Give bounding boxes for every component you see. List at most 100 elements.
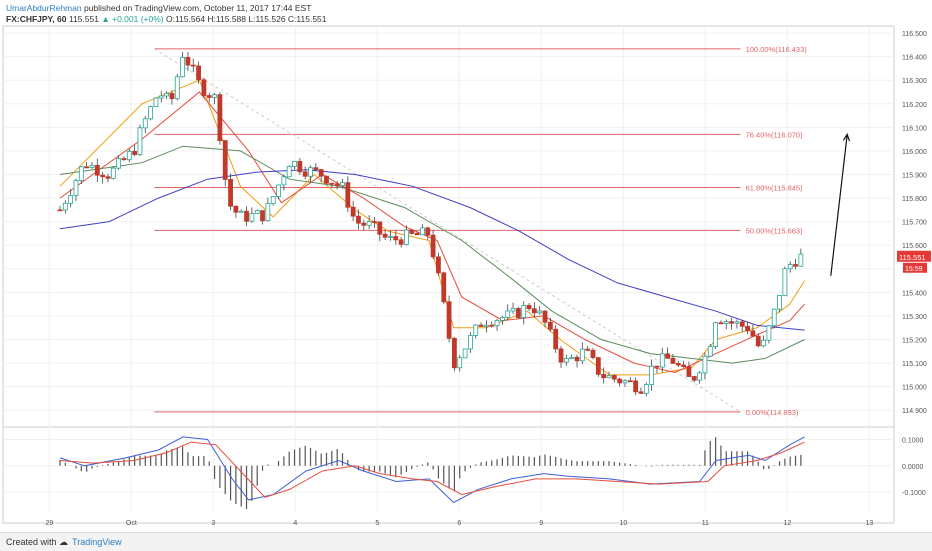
candle-body: [766, 325, 772, 341]
candle-body: [723, 321, 729, 324]
fib-level-label: 76.40%(116.070): [746, 130, 803, 139]
candle-body: [563, 358, 569, 363]
candle-body: [420, 227, 425, 236]
candle-body: [452, 337, 457, 369]
price-tick-label: 116.400: [902, 55, 927, 62]
fib-level-label: 61.80%(115.845): [746, 183, 803, 192]
candlesticks: [57, 51, 804, 397]
candle-body: [116, 158, 122, 169]
candle-body: [180, 56, 185, 78]
author-link[interactable]: UmarAbdurRehman: [6, 3, 82, 13]
candle-body: [569, 356, 575, 359]
footer: Created with ☁ TradingView: [0, 532, 932, 551]
time-axis[interactable]: 29 Oct 3 4 5 6 9 10 11 12 13: [45, 520, 873, 527]
candle-body: [404, 229, 409, 245]
candle-body: [489, 324, 495, 327]
fibonacci-retracement[interactable]: 100.00%(116.433) 76.40%(116.070) 61.80%(11…: [154, 45, 807, 417]
price-tick-label: 116.500: [902, 31, 927, 38]
price-tick-label: 115.900: [902, 173, 927, 180]
candle-body: [670, 357, 676, 364]
price-tick-label: 115.600: [902, 243, 927, 250]
price-axis[interactable]: 116.500 116.400 116.300 116.200 116.100 116.0…: [897, 31, 931, 497]
candle-body: [473, 324, 479, 336]
candle-body: [606, 375, 612, 379]
candle-body: [265, 203, 271, 222]
candle-body: [153, 97, 159, 108]
candle-body: [196, 65, 201, 81]
time-tick-label: 12: [783, 520, 791, 527]
candle-body: [169, 93, 175, 100]
candle-body: [675, 363, 681, 366]
candle-body: [617, 378, 623, 384]
candle-body: [142, 118, 148, 129]
candle-body: [228, 179, 233, 207]
candle-body: [659, 353, 665, 368]
candle-body: [468, 335, 473, 350]
candle-body: [78, 166, 84, 181]
candle-body: [137, 127, 143, 155]
price-tick-label: 115.000: [902, 385, 927, 392]
candle-body: [340, 182, 345, 186]
candle-body: [372, 221, 377, 223]
candle-body: [174, 76, 180, 100]
candle-body: [787, 264, 793, 270]
candle-body: [105, 176, 111, 179]
macd-line: [59, 441, 805, 498]
candle-body: [483, 324, 489, 327]
candle-body: [441, 272, 447, 303]
candle-body: [164, 93, 170, 97]
time-tick-label: Oct: [126, 520, 137, 527]
candle-body: [585, 348, 591, 351]
candle-body: [686, 366, 692, 377]
chart-header: UmarAbdurRehman published on TradingView…: [6, 3, 327, 25]
candle-body: [94, 164, 100, 176]
candle-body: [222, 140, 228, 180]
candle-body: [185, 56, 191, 66]
candle-body: [121, 158, 127, 161]
candle-body: [558, 348, 564, 363]
candle-body: [777, 295, 782, 310]
price-tick-label: 115.700: [902, 220, 927, 227]
candle-body: [436, 256, 441, 274]
candle-body: [739, 321, 745, 327]
candle-body: [499, 317, 505, 321]
candle-body: [771, 308, 777, 327]
candle-body: [681, 364, 687, 368]
candle-body: [627, 380, 633, 383]
candle-body: [595, 357, 601, 375]
chart-canvas[interactable]: 100.00%(116.433) 76.40%(116.070) 61.80%(11…: [0, 0, 932, 532]
tradingview-logo[interactable]: TradingView: [72, 537, 122, 547]
moving-average-line: [59, 145, 805, 364]
price-tick-label: 115.100: [902, 361, 927, 368]
candle-body: [281, 176, 287, 186]
candle-body: [611, 375, 617, 380]
candle-body: [190, 64, 196, 67]
ohlc-values: O:115.564 H:115.588 L:115.526 C:115.551: [165, 14, 327, 24]
candle-body: [356, 215, 361, 224]
candle-body: [547, 321, 553, 330]
last-price-marker: [897, 250, 931, 262]
candle-body: [590, 349, 596, 358]
candle-body: [665, 353, 671, 359]
candle-body: [366, 221, 372, 226]
candle-body: [286, 165, 292, 178]
candle-body: [409, 229, 415, 234]
price-tick-label: 114.900: [902, 408, 927, 415]
fib-trend-line: [154, 48, 741, 413]
macd-indicator: [59, 436, 805, 510]
annotations[interactable]: [830, 133, 851, 276]
candle-body: [745, 325, 750, 332]
time-tick-label: 11: [702, 520, 709, 527]
candle-body: [57, 209, 63, 212]
candle-body: [73, 180, 79, 196]
candle-body: [633, 380, 639, 393]
candle-body: [238, 210, 244, 213]
candle-body: [308, 167, 313, 177]
candle-body: [68, 194, 74, 204]
candle-body: [206, 95, 212, 98]
candle-body: [382, 233, 388, 238]
candle-body: [324, 175, 329, 184]
time-tick-label: 4: [293, 520, 297, 527]
candle-body: [292, 161, 297, 167]
candle-body: [750, 330, 756, 337]
